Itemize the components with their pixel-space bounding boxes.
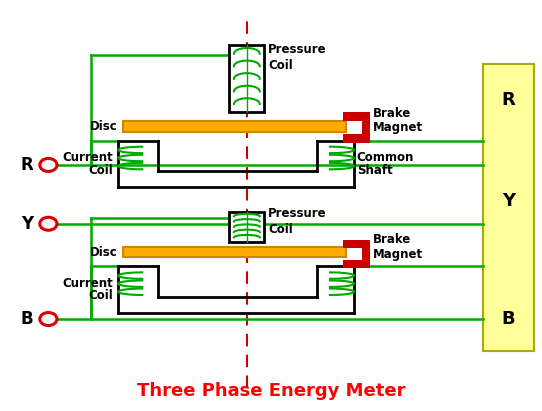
Bar bbox=[483, 64, 534, 351]
Text: Three Phase Energy Meter: Three Phase Energy Meter bbox=[137, 382, 405, 400]
Bar bbox=[344, 134, 370, 143]
Text: Coil: Coil bbox=[268, 223, 293, 236]
Bar bbox=[344, 240, 370, 249]
Text: Pressure: Pressure bbox=[268, 207, 327, 220]
Text: Current: Current bbox=[62, 151, 113, 164]
Bar bbox=[124, 247, 346, 257]
Text: Brake: Brake bbox=[373, 233, 411, 247]
Bar bbox=[229, 212, 264, 242]
Text: Coil: Coil bbox=[88, 289, 113, 302]
Text: Magnet: Magnet bbox=[373, 248, 423, 261]
Text: Coil: Coil bbox=[268, 59, 293, 72]
Bar bbox=[362, 112, 370, 143]
Text: Brake: Brake bbox=[373, 107, 411, 120]
Bar bbox=[229, 45, 264, 112]
Text: Pressure: Pressure bbox=[268, 43, 327, 56]
Bar bbox=[362, 240, 370, 268]
Text: Disc: Disc bbox=[91, 120, 118, 133]
Text: Y: Y bbox=[21, 215, 33, 233]
Text: Common: Common bbox=[357, 151, 414, 164]
Text: Shaft: Shaft bbox=[357, 164, 392, 176]
Text: Current: Current bbox=[62, 277, 113, 290]
Text: B: B bbox=[21, 310, 33, 328]
Text: Coil: Coil bbox=[88, 164, 113, 176]
Text: Magnet: Magnet bbox=[373, 121, 423, 134]
Text: R: R bbox=[501, 91, 515, 109]
Text: R: R bbox=[21, 156, 33, 174]
Text: Y: Y bbox=[502, 192, 515, 210]
Text: B: B bbox=[501, 310, 515, 328]
Bar bbox=[344, 260, 370, 268]
Bar bbox=[344, 112, 370, 121]
Bar bbox=[124, 121, 346, 132]
Text: Disc: Disc bbox=[91, 246, 118, 259]
